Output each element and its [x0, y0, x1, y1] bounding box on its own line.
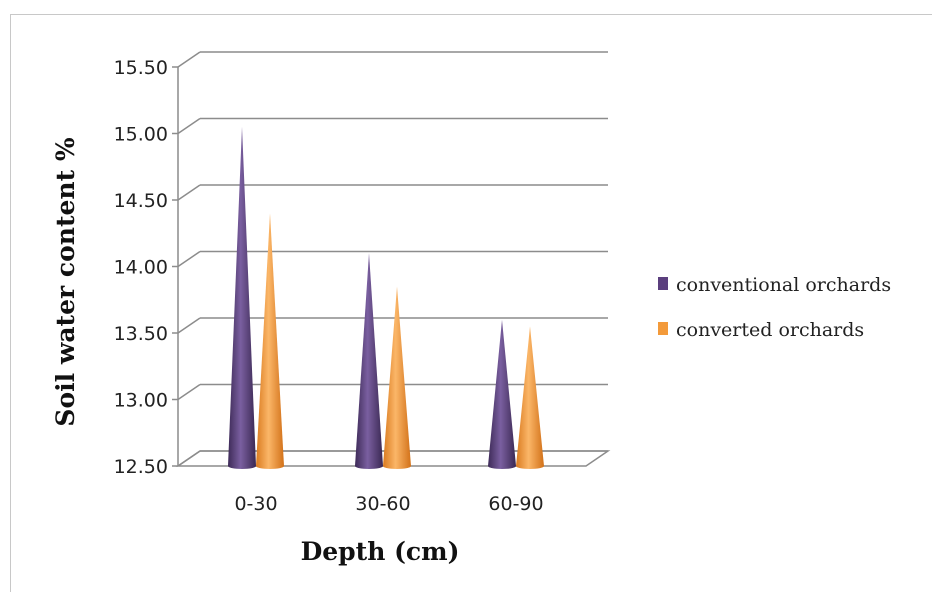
gridline-diagonal — [177, 317, 201, 334]
cone-conventional-0-30 — [228, 126, 256, 469]
gridline-diagonal — [177, 383, 201, 401]
cone-converted-30-60 — [383, 286, 411, 469]
gridline-diagonal — [177, 117, 201, 135]
floor-outline — [175, 450, 611, 467]
cone-converted-0-30 — [256, 213, 284, 469]
gridline-diagonal — [177, 250, 201, 268]
y-axis-title: Soil water content % — [51, 137, 80, 426]
y-tick-label: 13.00 — [114, 390, 168, 412]
legend-swatch-converted — [658, 322, 668, 335]
x-axis-title: Depth (cm) — [301, 537, 460, 566]
y-tick-label: 13.50 — [114, 323, 168, 345]
legend: conventional orchards converted orchards — [658, 274, 891, 341]
legend-label-conventional: conventional orchards — [676, 274, 891, 296]
legend-label-converted: converted orchards — [676, 319, 864, 341]
gridline-diagonal — [177, 184, 201, 201]
y-axis-ticks: 12.50 13.00 13.50 14.00 14.50 15.00 15.50 — [114, 57, 178, 478]
legend-swatch-conventional — [658, 277, 668, 290]
chart-floor — [175, 450, 611, 467]
cone-converted-60-90 — [516, 326, 544, 469]
chart-frame — [10, 14, 932, 592]
x-tick-label: 30-60 — [355, 493, 410, 515]
gridline-diagonal — [177, 51, 201, 68]
x-tick-label: 0-30 — [234, 493, 277, 515]
y-tick-label: 14.50 — [114, 190, 168, 212]
x-axis-categories: 0-30 30-60 60-90 — [234, 493, 543, 515]
y-tick-label: 15.50 — [114, 57, 168, 79]
y-tick-label: 14.00 — [114, 257, 168, 279]
cone-series — [228, 126, 544, 469]
cone-conventional-60-90 — [488, 319, 516, 469]
y-tick-label: 15.00 — [114, 124, 168, 146]
cone-conventional-30-60 — [355, 253, 383, 469]
x-tick-label: 60-90 — [488, 493, 543, 515]
y-tick-label: 12.50 — [114, 456, 168, 478]
